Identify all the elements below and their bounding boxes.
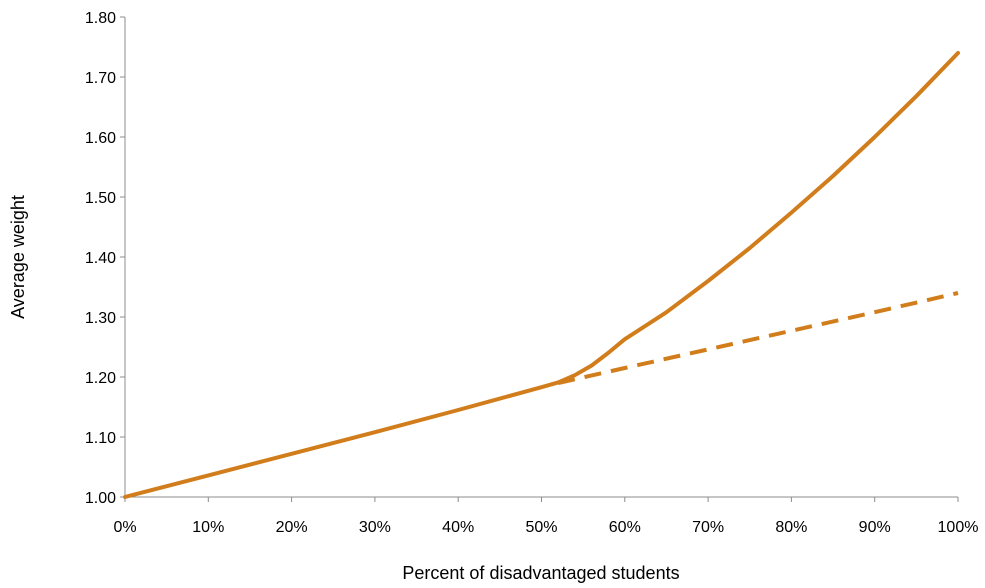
y-tick-label: 1.50 — [85, 190, 116, 207]
x-tick-label: 50% — [525, 519, 557, 536]
y-axis-ticks: 1.00 1.10 1.20 1.30 1.40 1.50 1.60 1.70 1.80 — [85, 10, 125, 507]
x-axis-title: Percent of disadvantaged students — [402, 563, 679, 583]
y-tick-label: 1.00 — [85, 490, 116, 507]
y-tick-label: 1.10 — [85, 430, 116, 447]
series-line-dashed — [557, 291, 959, 385]
x-tick-label: 100% — [938, 519, 979, 536]
y-axis-title: Average weight — [8, 195, 28, 319]
x-tick-label: 70% — [692, 519, 724, 536]
x-tick-label: 90% — [859, 519, 891, 536]
x-tick-label: 60% — [609, 519, 641, 536]
x-tick-label: 40% — [442, 519, 474, 536]
x-tick-label: 30% — [359, 519, 391, 536]
x-tick-label: 10% — [192, 519, 224, 536]
plot-area: 1.00 1.10 1.20 1.30 1.40 1.50 1.60 1.70 1.80 0% 1… — [85, 10, 979, 536]
x-tick-label: 20% — [276, 519, 308, 536]
y-tick-label: 1.40 — [85, 250, 116, 267]
series-layer — [123, 51, 960, 499]
y-tick-label: 1.60 — [85, 130, 116, 147]
y-tick-label: 1.80 — [85, 10, 116, 27]
x-tick-label: 80% — [775, 519, 807, 536]
y-tick-label: 1.30 — [85, 310, 116, 327]
series-line-solid — [123, 51, 960, 499]
y-tick-label: 1.70 — [85, 70, 116, 87]
y-tick-label: 1.20 — [85, 370, 116, 387]
x-axis-ticks: 0% 10% 20% 30% 40% 50% 60% 70% 80% 90% 100% — [113, 497, 978, 536]
x-tick-label: 0% — [113, 519, 136, 536]
